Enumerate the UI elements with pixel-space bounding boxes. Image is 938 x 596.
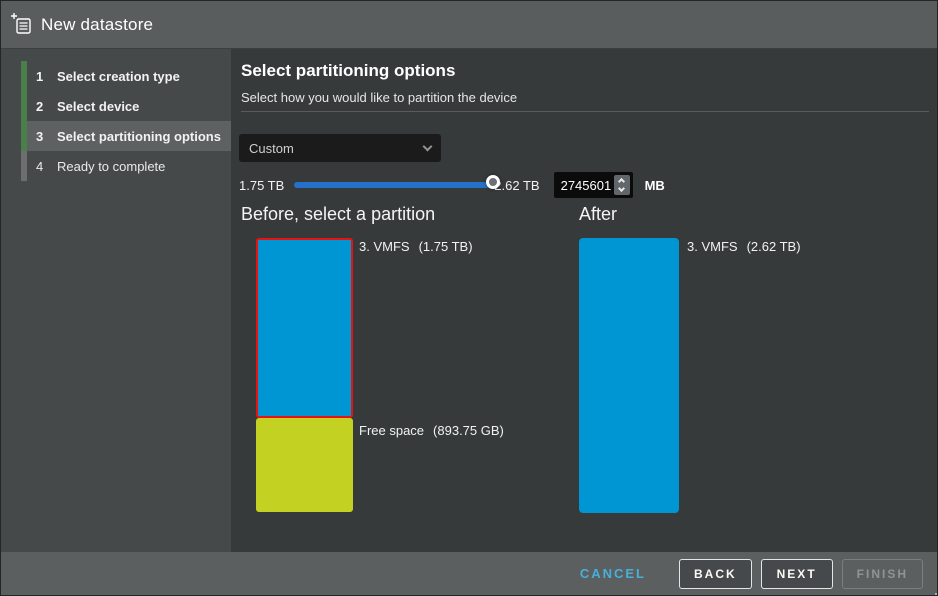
step-progress-rail xyxy=(21,121,27,151)
cancel-button[interactable]: CANCEL xyxy=(579,566,646,581)
size-unit-label: MB xyxy=(644,177,665,193)
finish-button[interactable]: FINISH xyxy=(841,558,923,589)
partition-vmfs-selected[interactable] xyxy=(256,238,353,418)
dialog-footer: CANCEL BACK NEXT FINISH xyxy=(1,552,937,595)
partition-size: (1.75 TB) xyxy=(418,239,473,254)
back-button[interactable]: BACK xyxy=(678,558,752,589)
step-label: Select creation type xyxy=(57,68,180,84)
step-number: 1 xyxy=(36,68,44,84)
partition-size-controls: 1.75 TB 2.62 TB MB xyxy=(239,171,665,199)
chevron-down-icon xyxy=(422,141,433,151)
partition-size: (893.75 GB) xyxy=(433,423,504,438)
partition-size: (2.62 TB) xyxy=(746,239,801,254)
free-space-label: Free space (893.75 GB) xyxy=(359,423,504,438)
step-progress-rail xyxy=(21,61,27,91)
step-number: 2 xyxy=(36,98,44,114)
after-partition-bar xyxy=(579,238,679,513)
resize-grip[interactable] xyxy=(931,589,933,591)
datastore-add-icon xyxy=(11,12,31,34)
slider-max-label: 2.62 TB xyxy=(494,177,540,193)
step-label: Ready to complete xyxy=(57,158,166,174)
partition-name: Free space xyxy=(359,423,425,438)
wizard-content: Select partitioning options Select how y… xyxy=(231,49,937,554)
wizard-steps-sidebar: 1 Select creation type 2 Select device 3… xyxy=(1,49,231,554)
partition-free-space[interactable] xyxy=(256,418,353,512)
page-subtitle: Select how you would like to partition t… xyxy=(241,90,518,105)
partition-name: 3. VMFS xyxy=(687,239,738,254)
step-select-creation-type[interactable]: 1 Select creation type xyxy=(21,61,231,91)
dialog-titlebar: New datastore xyxy=(1,1,937,49)
spinner-up-icon[interactable] xyxy=(618,177,626,186)
step-ready-to-complete[interactable]: 4 Ready to complete xyxy=(21,151,231,181)
partition-size-slider[interactable] xyxy=(294,175,501,189)
selected-scheme: Custom xyxy=(249,140,294,156)
step-label: Select partitioning options xyxy=(57,128,221,144)
before-heading: Before, select a partition xyxy=(241,204,436,224)
step-number: 4 xyxy=(36,158,44,174)
partition-name: 3. VMFS xyxy=(359,239,410,254)
after-heading: After xyxy=(579,204,618,224)
next-button[interactable]: NEXT xyxy=(760,558,833,589)
step-select-partitioning-options[interactable]: 3 Select partitioning options xyxy=(21,121,231,151)
partitioning-scheme-select[interactable]: Custom xyxy=(239,134,441,162)
slider-handle[interactable] xyxy=(486,175,501,189)
before-partition-bar xyxy=(256,238,353,512)
step-label: Select device xyxy=(57,98,140,114)
step-select-device[interactable]: 2 Select device xyxy=(21,91,231,121)
size-spinner[interactable] xyxy=(613,175,630,195)
slider-min-label: 1.75 TB xyxy=(239,177,285,193)
vmfs-partition-label: 3. VMFS (1.75 TB) xyxy=(359,239,473,254)
page-title: Select partitioning options xyxy=(241,61,456,80)
step-progress-rail xyxy=(21,151,27,181)
after-vmfs-label: 3. VMFS (2.62 TB) xyxy=(687,239,801,254)
step-progress-rail xyxy=(21,91,27,121)
dialog-title: New datastore xyxy=(41,14,154,34)
spinner-down-icon[interactable] xyxy=(618,184,626,193)
step-number: 3 xyxy=(36,128,44,144)
divider xyxy=(241,111,929,112)
